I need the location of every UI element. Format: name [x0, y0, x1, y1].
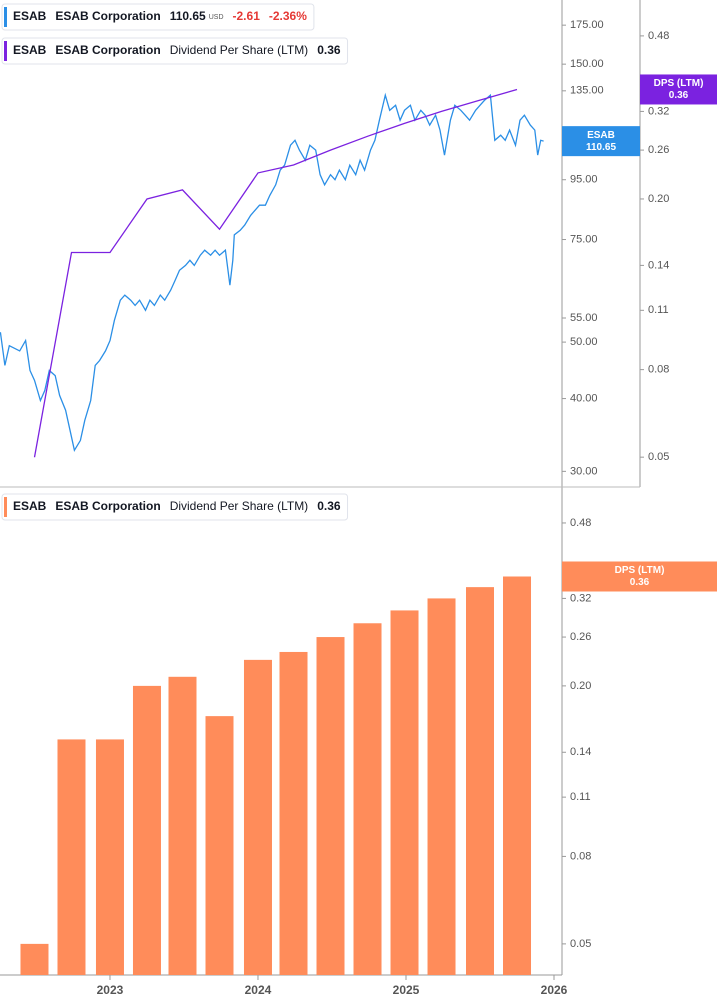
- bar: [168, 676, 197, 975]
- legend-metric: Dividend Per Share (LTM): [170, 499, 309, 513]
- y-tick-label: 0.08: [570, 850, 591, 862]
- legend-currency: USD: [209, 14, 224, 21]
- legend-box: [1, 3, 315, 31]
- bar: [20, 943, 49, 975]
- y-tick-label: 0.32: [570, 592, 591, 604]
- bar: [466, 587, 495, 975]
- y-tick-label: 95.00: [570, 174, 598, 186]
- y-tick-label: 50.00: [570, 336, 598, 348]
- y-tick-label: 0.26: [570, 631, 591, 643]
- y-tick-label: 0.05: [570, 938, 591, 950]
- y-tick-label: 30.00: [570, 465, 598, 477]
- legend-price: 110.65: [170, 9, 206, 23]
- last-value-box: [640, 74, 717, 105]
- legend-change: -2.61: [233, 9, 261, 23]
- legend-name: ESAB Corporation: [55, 43, 160, 57]
- bar: [279, 651, 308, 975]
- last-value: 110.65: [586, 142, 616, 153]
- legend-value: 0.36: [317, 43, 341, 57]
- y-tick-label: 75.00: [570, 233, 598, 245]
- x-tick-label: 2024: [245, 983, 272, 997]
- bar: [57, 739, 86, 975]
- x-tick-label: 2026: [541, 983, 568, 997]
- y-tick-label: 0.32: [648, 105, 669, 117]
- y-tick-label: 0.48: [648, 30, 669, 42]
- legend-change-pct: -2.36%: [269, 9, 307, 23]
- y-tick-label: 0.14: [648, 259, 669, 271]
- bar: [316, 637, 345, 975]
- y-tick-label: 0.08: [648, 364, 669, 376]
- last-value: 0.36: [630, 577, 650, 588]
- y-tick-label: 0.05: [648, 451, 669, 463]
- legend-ticker: ESAB: [13, 499, 47, 513]
- y-tick-label: 0.20: [648, 193, 669, 205]
- y-tick-label: 55.00: [570, 312, 598, 324]
- x-tick-label: 2025: [393, 983, 420, 997]
- bar: [243, 659, 272, 975]
- y-tick-label: 0.20: [570, 680, 591, 692]
- legend-name: ESAB Corporation: [55, 9, 160, 23]
- legend-metric: Dividend Per Share (LTM): [170, 43, 309, 57]
- series-line: [33, 88, 518, 458]
- series-line: [0, 92, 544, 453]
- legend-name: ESAB Corporation: [55, 499, 160, 513]
- bar: [427, 598, 456, 975]
- y-tick-label: 40.00: [570, 392, 598, 404]
- y-tick-label: 135.00: [570, 85, 604, 97]
- bar: [353, 623, 382, 975]
- bar: [205, 716, 234, 975]
- x-tick-label: 2023: [97, 983, 124, 997]
- legend-ticker: ESAB: [13, 9, 47, 23]
- bar: [132, 685, 161, 975]
- last-value-name: ESAB: [587, 130, 615, 141]
- y-tick-label: 150.00: [570, 58, 604, 70]
- legend-accent: [4, 497, 7, 517]
- last-value-name: DPS (LTM): [654, 78, 704, 89]
- y-tick-label: 0.14: [570, 746, 591, 758]
- y-tick-label: 0.11: [648, 304, 669, 316]
- y-tick-label: 0.48: [570, 517, 591, 529]
- last-value: 0.36: [669, 90, 689, 101]
- bar: [390, 610, 419, 975]
- last-value-box: [562, 126, 640, 157]
- y-tick-label: 0.26: [648, 144, 669, 156]
- legend-ticker: ESAB: [13, 43, 47, 57]
- y-tick-label: 0.11: [570, 791, 591, 803]
- bar: [503, 576, 532, 975]
- legend-value: 0.36: [317, 499, 341, 513]
- legend-box: [1, 493, 349, 521]
- legend-accent: [4, 7, 7, 27]
- last-value-box: [562, 561, 717, 592]
- last-value-name: DPS (LTM): [615, 565, 665, 576]
- legend-accent: [4, 41, 7, 61]
- y-tick-label: 175.00: [570, 19, 604, 31]
- legend-box: [1, 37, 349, 65]
- bar: [95, 739, 124, 975]
